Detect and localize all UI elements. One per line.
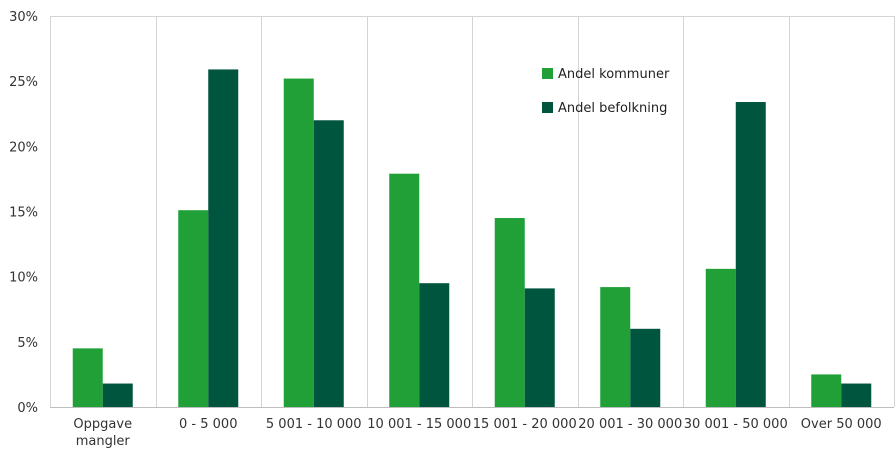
- legend: Andel kommuner Andel befolkning: [542, 67, 670, 116]
- x-tick-label: 5 001 - 10 000: [266, 417, 362, 432]
- bar-andel-kommuner: [705, 268, 736, 407]
- x-tick-label: 30 001 - 50 000: [684, 417, 788, 432]
- legend-label: Andel kommuner: [558, 67, 670, 82]
- bar-andel-befolkning: [524, 288, 555, 407]
- bar-andel-kommuner: [72, 348, 103, 407]
- bars: [72, 69, 872, 408]
- bar-andel-befolkning: [841, 383, 872, 407]
- x-tick-label: Over 50 000: [801, 417, 882, 432]
- y-axis-ticks: 0% 5% 10% 15% 20% 25% 30%: [9, 10, 38, 416]
- bar-andel-befolkning: [313, 120, 344, 408]
- y-tick-label: 10%: [9, 271, 38, 286]
- bar-andel-befolkning: [102, 383, 133, 407]
- bar-andel-befolkning: [735, 102, 766, 408]
- x-tick-label: 20 001 - 30 000: [578, 417, 682, 432]
- legend-label: Andel befolkning: [558, 101, 667, 116]
- y-tick-label: 20%: [9, 140, 38, 155]
- y-tick-label: 0%: [17, 401, 38, 416]
- bar-andel-kommuner: [494, 218, 525, 407]
- x-tick-label: Oppgave mangler: [73, 417, 132, 449]
- x-tick-label: 15 001 - 20 000: [473, 417, 577, 432]
- legend-swatch: [542, 102, 553, 113]
- y-tick-label: 30%: [9, 10, 38, 25]
- x-axis-ticks: Oppgave mangler 0 - 5 000 5 001 - 10 000 10 …: [73, 417, 881, 449]
- y-tick-label: 5%: [17, 336, 38, 351]
- bar-andel-befolkning: [630, 328, 661, 407]
- y-tick-label: 15%: [9, 206, 38, 221]
- bar-andel-befolkning: [419, 283, 450, 407]
- bar-andel-kommuner: [389, 173, 420, 407]
- bar-andel-kommuner: [600, 287, 631, 407]
- y-tick-label: 25%: [9, 75, 38, 90]
- legend-swatch: [542, 68, 553, 79]
- bar-andel-befolkning: [208, 69, 239, 407]
- bar-andel-kommuner: [178, 210, 209, 407]
- grid-lines: [50, 16, 895, 407]
- x-tick-label: 10 001 - 15 000: [367, 417, 471, 432]
- bar-andel-kommuner: [283, 78, 314, 407]
- bar-andel-kommuner: [811, 374, 842, 407]
- x-tick-label: 0 - 5 000: [179, 417, 237, 432]
